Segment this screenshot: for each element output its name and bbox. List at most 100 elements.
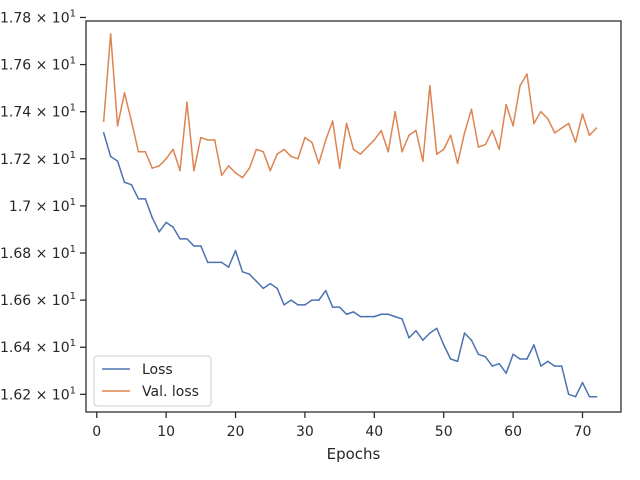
data-point <box>165 157 167 160</box>
data-point <box>560 127 563 129</box>
data-point <box>588 395 591 398</box>
series-line-2 <box>102 33 598 179</box>
y-tick-label: 1.66 × 101 <box>0 291 76 309</box>
data-point <box>429 332 431 334</box>
data-point <box>255 148 258 151</box>
data-point <box>311 141 313 144</box>
data-point <box>200 136 202 139</box>
data-point <box>387 313 390 316</box>
data-point <box>498 362 501 365</box>
data-point <box>151 167 154 170</box>
data-point <box>387 150 390 153</box>
y-tick-label: 1.72 × 101 <box>0 150 76 168</box>
data-point <box>283 148 285 151</box>
series-line-1 <box>102 131 598 398</box>
data-point <box>220 261 223 264</box>
data-point <box>380 129 383 132</box>
y-tick-label: 1.74 × 101 <box>0 103 76 121</box>
data-point <box>512 353 514 356</box>
data-point <box>248 167 251 170</box>
plot-frame <box>85 20 622 413</box>
data-point <box>324 139 327 141</box>
data-point <box>415 129 417 132</box>
y-tick-label: 1.64 × 101 <box>0 338 76 356</box>
y-tick-label: 1.78 × 101 <box>0 8 76 26</box>
data-point <box>422 160 424 162</box>
data-point <box>526 73 528 75</box>
data-point <box>318 162 320 165</box>
data-point <box>165 221 167 224</box>
data-point <box>567 122 570 125</box>
data-point <box>102 120 105 122</box>
data-point <box>206 261 209 264</box>
data-point <box>359 315 362 318</box>
data-point <box>269 169 272 172</box>
data-point <box>206 139 209 141</box>
data-point <box>297 304 299 306</box>
data-point <box>477 146 480 148</box>
data-point <box>255 280 258 283</box>
data-point <box>116 160 119 162</box>
data-point <box>144 150 147 153</box>
data-point <box>193 169 195 172</box>
data-point <box>352 148 355 151</box>
data-point <box>484 355 487 358</box>
data-point <box>324 289 327 292</box>
data-point <box>311 299 313 301</box>
data-point <box>227 165 230 167</box>
x-tick-label: 40 <box>365 424 383 440</box>
data-point <box>352 311 355 313</box>
x-tick-label: 0 <box>92 424 101 440</box>
data-point <box>456 162 459 165</box>
legend: Loss Val. loss <box>93 355 212 407</box>
data-point <box>470 108 473 111</box>
y-tick-label: 1.76 × 101 <box>0 56 76 74</box>
data-point <box>359 153 362 155</box>
data-point <box>179 169 181 172</box>
data-point <box>116 125 119 127</box>
x-tick-label: 20 <box>227 424 245 440</box>
data-point <box>595 127 598 129</box>
data-point <box>220 174 223 177</box>
data-point <box>102 132 105 134</box>
data-point <box>401 318 403 320</box>
data-point <box>491 129 494 132</box>
data-point <box>498 148 501 151</box>
data-point <box>449 134 452 137</box>
plot-area <box>86 21 621 412</box>
x-tick-label: 10 <box>157 424 175 440</box>
data-point <box>345 122 348 125</box>
data-point <box>248 273 251 276</box>
data-point <box>442 148 445 151</box>
data-point <box>227 266 230 268</box>
data-point <box>338 167 341 170</box>
data-point <box>595 395 598 398</box>
data-point <box>318 299 320 301</box>
data-point <box>519 358 521 360</box>
x-tick-label: 70 <box>574 424 592 440</box>
data-point <box>234 172 237 174</box>
data-point <box>373 139 376 141</box>
data-point <box>477 353 480 356</box>
y-tick-label: 1.68 × 101 <box>0 244 76 262</box>
data-point <box>540 110 542 113</box>
data-point <box>144 198 147 200</box>
data-point <box>581 381 584 384</box>
data-point <box>130 120 133 122</box>
data-point <box>158 231 161 233</box>
data-point <box>519 84 521 87</box>
data-point <box>241 271 244 273</box>
data-point <box>470 339 473 341</box>
data-point <box>179 238 181 240</box>
data-point <box>186 238 188 240</box>
data-point <box>331 306 334 308</box>
data-point <box>505 103 507 106</box>
data-point <box>408 337 410 339</box>
data-point <box>560 365 563 367</box>
y-axis: 1.62 × 101 1.64 × 101 1.66 × 101 1.68 × 101… <box>0 8 86 403</box>
legend-label-1: Loss <box>142 362 173 378</box>
data-point <box>262 287 265 290</box>
data-point <box>331 120 334 122</box>
data-point <box>304 304 306 306</box>
data-point <box>449 358 452 360</box>
